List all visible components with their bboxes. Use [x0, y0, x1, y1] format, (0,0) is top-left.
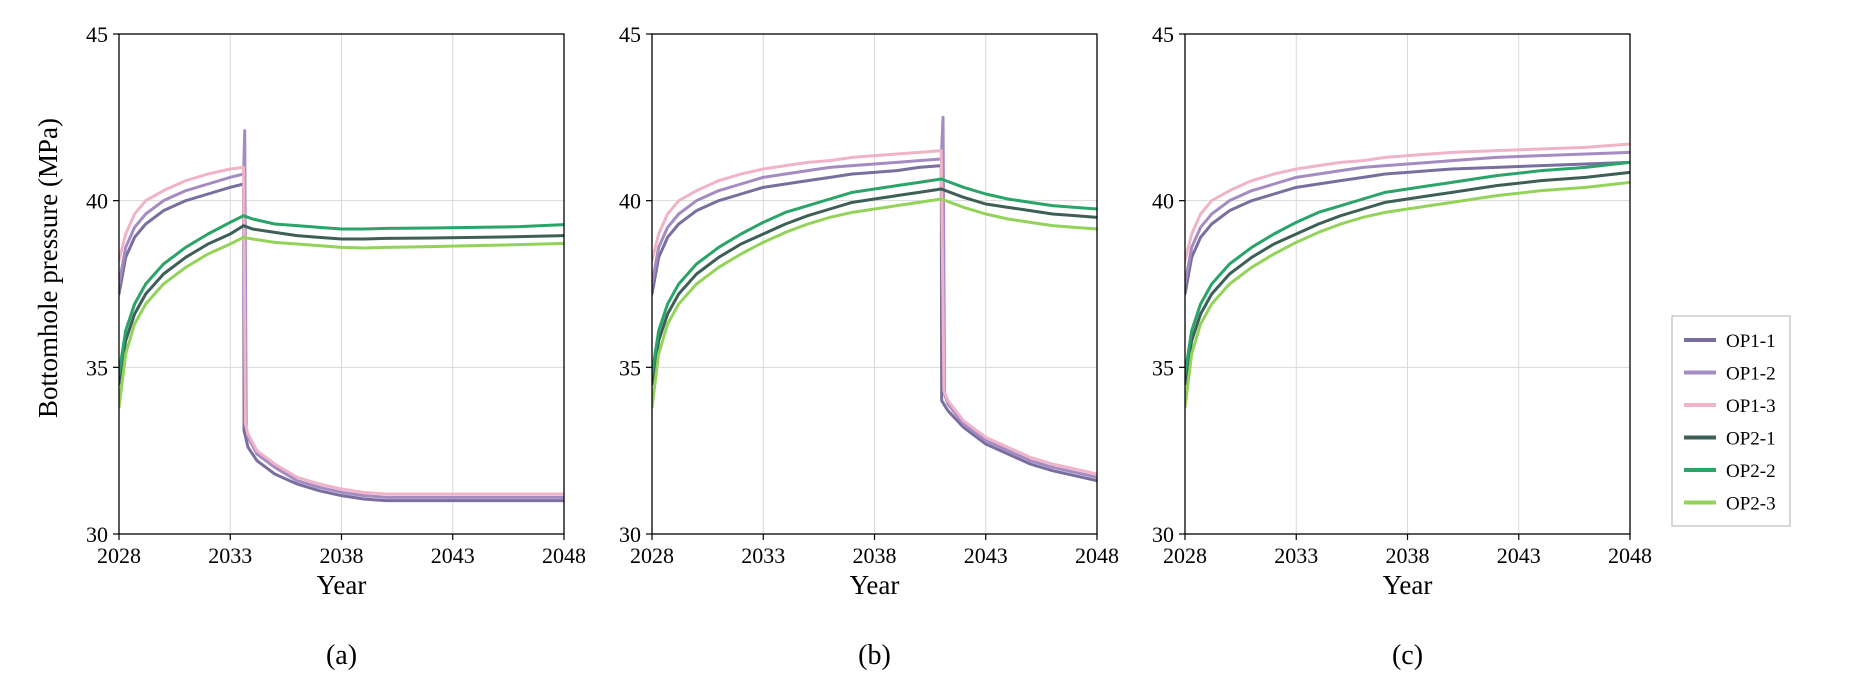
x-tick-label: 2038	[853, 543, 897, 568]
y-tick-label: 40	[86, 189, 108, 214]
y-tick-label: 40	[619, 189, 641, 214]
series-line-op1-2	[119, 129, 564, 499]
series-line-op2-1	[119, 224, 564, 386]
x-tick-label: 2043	[964, 543, 1008, 568]
series-line-op2-3	[652, 197, 1097, 409]
series-line-op1-3	[1185, 142, 1630, 263]
x-tick-label: 2048	[1608, 543, 1652, 568]
panel-2: 2028 2033 2038 2043 2048 30 35 40 45 Year (b)	[619, 22, 1119, 671]
x-tick-label: 2033	[1274, 543, 1318, 568]
legend-item-op2-2: OP2-2	[1684, 461, 1776, 482]
y-tick-label: 45	[619, 22, 641, 47]
y-tick-label: 35	[86, 355, 108, 380]
legend-label: OP1-1	[1726, 331, 1776, 352]
series-line-op1-1	[652, 164, 1097, 483]
y-axis-label: Bottomhole pressure (MPa)	[33, 118, 63, 418]
series-line-op1-3	[119, 165, 564, 496]
legend-item-op1-2: OP1-2	[1684, 364, 1776, 385]
x-tick-label: 2038	[320, 543, 364, 568]
plot-frame	[1184, 33, 1631, 535]
y-tick-label: 45	[86, 22, 108, 47]
series-line-op2-3	[1185, 180, 1630, 409]
x-tick-label: 2048	[542, 543, 586, 568]
series-line-op1-2	[1185, 150, 1630, 286]
series-line-op1-1	[1185, 160, 1630, 296]
x-tick-label: 2033	[208, 543, 252, 568]
x-tick-label: 2043	[431, 543, 475, 568]
plot-frame	[651, 33, 1098, 535]
legend-item-op2-1: OP2-1	[1684, 429, 1776, 450]
series-line-op2-2	[652, 177, 1097, 376]
x-tick-label: 2028	[97, 543, 141, 568]
legend-label: OP2-2	[1726, 461, 1776, 482]
plot-frame	[118, 33, 565, 535]
legend-label: OP2-3	[1726, 494, 1776, 515]
y-tick-label: 35	[1152, 355, 1174, 380]
panel-1: 2028 2033 2038 2043 2048 30 35 40 45 Year (a)	[86, 22, 586, 671]
legend-label: OP1-3	[1726, 396, 1776, 417]
series-line-op2-1	[1185, 170, 1630, 386]
series-line-op1-2	[652, 115, 1097, 479]
legend-item-op2-3: OP2-3	[1684, 494, 1776, 515]
panel-label: (a)	[326, 640, 357, 671]
x-tick-label: 2028	[1163, 543, 1207, 568]
x-tick-label: 2028	[630, 543, 674, 568]
y-tick-label: 45	[1152, 22, 1174, 47]
legend-item-op1-3: OP1-3	[1684, 396, 1776, 417]
panel-label: (c)	[1392, 640, 1423, 671]
y-tick-label: 40	[1152, 189, 1174, 214]
legend-label: OP2-1	[1726, 429, 1776, 450]
series-line-op1-3	[652, 149, 1097, 476]
x-axis-label: Year	[317, 570, 367, 600]
series-line-op2-1	[652, 187, 1097, 386]
x-tick-label: 2038	[1386, 543, 1430, 568]
y-tick-label: 35	[619, 355, 641, 380]
series-line-op2-2	[119, 214, 564, 376]
series-line-op1-1	[119, 182, 564, 503]
y-tick-label: 30	[1152, 522, 1174, 547]
x-axis-label: Year	[850, 570, 900, 600]
x-axis-label: Year	[1383, 570, 1433, 600]
legend-label: OP1-2	[1726, 364, 1776, 385]
y-tick-label: 30	[86, 522, 108, 547]
x-tick-label: 2048	[1075, 543, 1119, 568]
legend-item-op1-1: OP1-1	[1684, 331, 1776, 352]
series-line-op2-3	[119, 235, 564, 409]
legend: OP1-1 OP1-2 OP1-3 OP2-1 OP2-2 OP2-3	[1671, 315, 1791, 527]
x-tick-label: 2043	[1497, 543, 1541, 568]
y-tick-label: 30	[619, 522, 641, 547]
x-tick-label: 2033	[741, 543, 785, 568]
panel-3: 2028 2033 2038 2043 2048 30 35 40 45 Year (c)	[1152, 22, 1652, 671]
series-line-op2-2	[1185, 160, 1630, 376]
legend-box	[1671, 315, 1791, 527]
panel-label: (b)	[858, 640, 891, 671]
